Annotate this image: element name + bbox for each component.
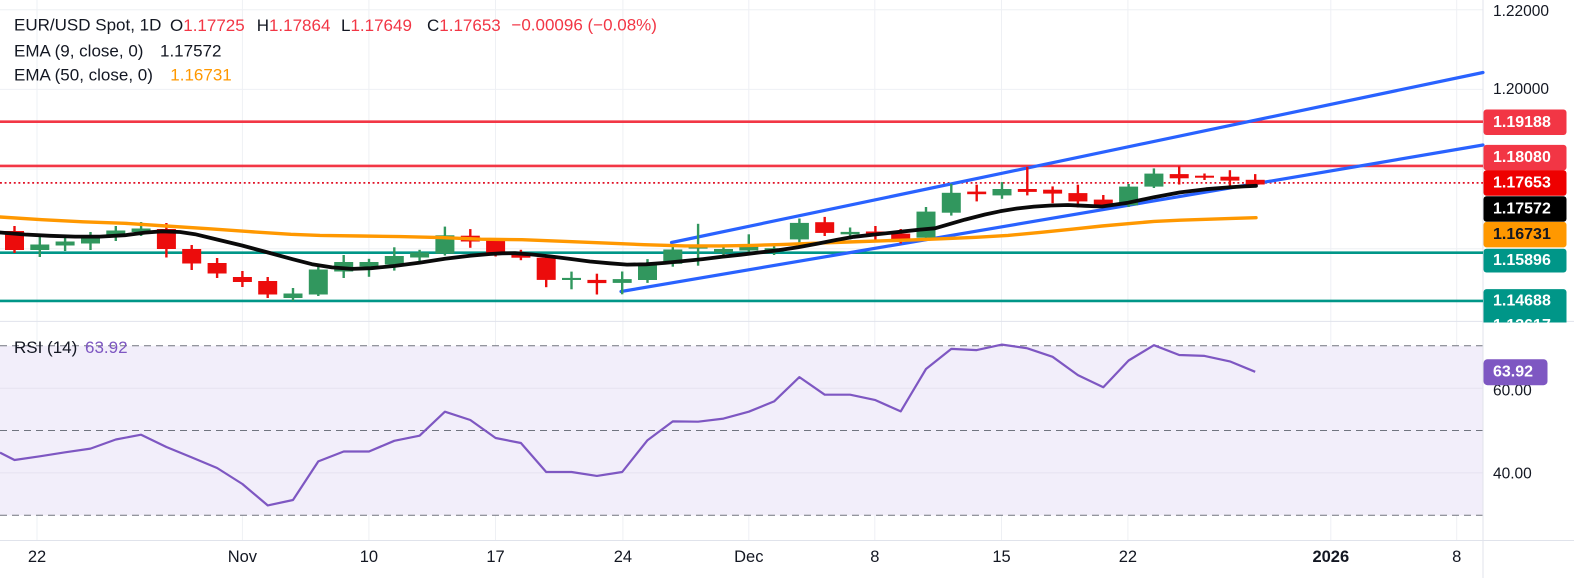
svg-text:15: 15 [992, 548, 1010, 566]
svg-text:1.16731: 1.16731 [1493, 226, 1551, 243]
svg-text:EMA (9, close, 0): EMA (9, close, 0) [14, 41, 143, 60]
svg-text:1.15896: 1.15896 [1493, 252, 1551, 269]
svg-text:1.22000: 1.22000 [1493, 3, 1549, 20]
svg-text:10: 10 [360, 548, 378, 566]
svg-text:8: 8 [1452, 548, 1461, 566]
svg-text:8: 8 [870, 548, 879, 566]
svg-text:1.17653: 1.17653 [1493, 174, 1551, 191]
svg-text:60.00: 60.00 [1493, 383, 1532, 400]
svg-text:63.92: 63.92 [85, 338, 128, 357]
svg-text:1.16731: 1.16731 [170, 66, 231, 85]
svg-text:Nov: Nov [228, 548, 258, 566]
svg-text:1.17572: 1.17572 [1493, 201, 1551, 218]
svg-text:63.92: 63.92 [1493, 364, 1533, 381]
svg-text:22: 22 [28, 548, 46, 566]
svg-text:H1.17864: H1.17864 [257, 16, 331, 35]
svg-text:O1.17725: O1.17725 [170, 16, 245, 35]
svg-text:1.18080: 1.18080 [1493, 149, 1551, 166]
svg-text:EUR/USD Spot, 1D: EUR/USD Spot, 1D [14, 16, 161, 35]
svg-text:2026: 2026 [1312, 548, 1349, 566]
svg-text:40.00: 40.00 [1493, 466, 1532, 483]
svg-text:Dec: Dec [734, 548, 763, 566]
svg-text:22: 22 [1119, 548, 1137, 566]
svg-text:17: 17 [486, 548, 504, 566]
svg-text:1.13617: 1.13617 [1493, 317, 1551, 334]
svg-text:EMA (50, close, 0): EMA (50, close, 0) [14, 66, 153, 85]
svg-text:C1.17653: C1.17653 [427, 16, 501, 35]
svg-text:RSI (14): RSI (14) [14, 338, 77, 357]
svg-text:24: 24 [614, 548, 632, 566]
svg-text:1.20000: 1.20000 [1493, 81, 1549, 98]
svg-text:1.17572: 1.17572 [160, 41, 221, 60]
svg-text:−0.00096 (−0.08%): −0.00096 (−0.08%) [511, 16, 657, 35]
svg-text:1.14688: 1.14688 [1493, 293, 1551, 310]
svg-text:L1.17649: L1.17649 [341, 16, 412, 35]
svg-text:1.19188: 1.19188 [1493, 114, 1551, 131]
